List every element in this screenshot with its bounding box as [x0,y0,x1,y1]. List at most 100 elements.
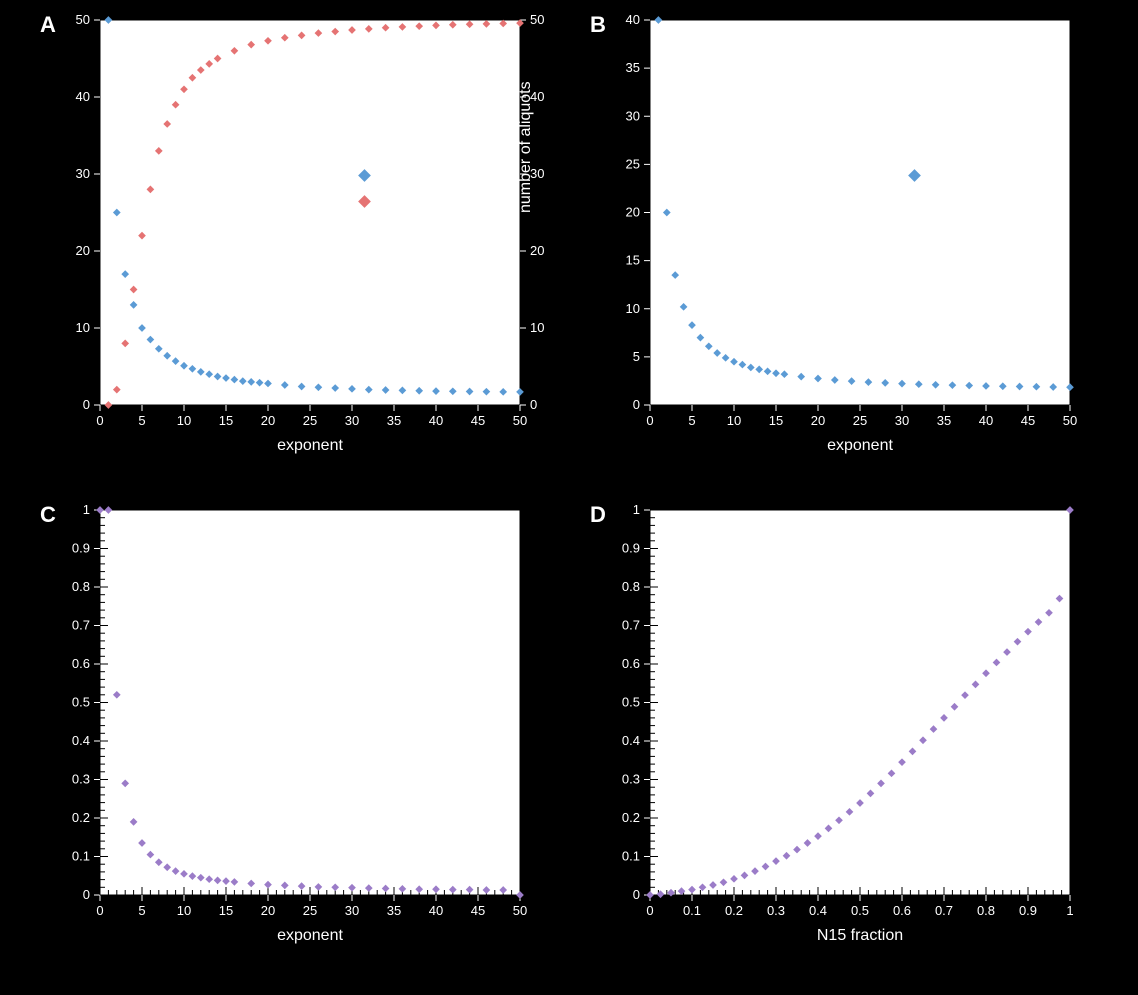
svg-text:20: 20 [76,243,90,258]
svg-text:1: 1 [83,502,90,517]
svg-text:50: 50 [1063,413,1077,428]
diamond-icon [909,169,922,182]
svg-text:0: 0 [83,397,90,412]
svg-text:20: 20 [626,205,640,220]
svg-text:30: 30 [345,413,359,428]
svg-text:20: 20 [811,413,825,428]
svg-text:0: 0 [633,887,640,902]
panel-letter-a: A [40,12,56,38]
svg-text:0.9: 0.9 [622,541,640,556]
svg-text:45: 45 [471,413,485,428]
svg-text:50: 50 [530,12,544,27]
svg-text:0: 0 [96,413,103,428]
svg-text:10: 10 [76,320,90,335]
panel-c-xlabel: exponent [100,927,520,945]
svg-text:10: 10 [530,320,544,335]
svg-text:25: 25 [303,903,317,918]
panel-letter-b: B [590,12,606,38]
svg-text:15: 15 [626,253,640,268]
svg-text:40: 40 [429,903,443,918]
svg-text:0.6: 0.6 [893,903,911,918]
svg-text:0.5: 0.5 [72,695,90,710]
svg-text:0.1: 0.1 [622,849,640,864]
svg-text:50: 50 [513,903,527,918]
legend-label: Aliquots (A) [379,166,451,182]
svg-text:30: 30 [895,413,909,428]
svg-text:20: 20 [530,243,544,258]
diamond-icon [359,169,372,182]
svg-text:10: 10 [727,413,741,428]
svg-text:50: 50 [76,12,90,27]
svg-text:0: 0 [96,903,103,918]
svg-text:40: 40 [626,12,640,27]
svg-text:0.2: 0.2 [622,810,640,825]
svg-text:0.2: 0.2 [725,903,743,918]
svg-text:20: 20 [261,903,275,918]
svg-text:0.7: 0.7 [935,903,953,918]
svg-text:0: 0 [646,903,653,918]
svg-text:0: 0 [633,397,640,412]
panel-b-xlabel: exponent [650,437,1070,455]
svg-text:0.7: 0.7 [622,618,640,633]
legend-label: Aliquots (A) [929,166,1001,182]
svg-text:0.5: 0.5 [851,903,869,918]
svg-text:35: 35 [387,413,401,428]
panel-b-legend-item-0: Aliquots (A) [910,166,1000,182]
svg-text:0.3: 0.3 [767,903,785,918]
svg-text:0.8: 0.8 [72,579,90,594]
svg-text:50: 50 [513,413,527,428]
panel-a: 0510152025303540455001020304050010203040… [100,20,520,405]
svg-text:40: 40 [76,89,90,104]
svg-text:45: 45 [471,903,485,918]
svg-text:0.4: 0.4 [72,733,90,748]
panel-d-ylabel-left: frequency of no copy [499,554,517,703]
svg-text:1: 1 [1066,903,1073,918]
figure-root: 0510152025303540455001020304050010203040… [0,0,1138,995]
svg-text:0.6: 0.6 [622,656,640,671]
svg-text:0.4: 0.4 [809,903,827,918]
svg-text:0.8: 0.8 [977,903,995,918]
svg-text:35: 35 [626,60,640,75]
svg-text:0: 0 [83,887,90,902]
panel-b-ylabel-left: number of aliquots [517,81,535,213]
panel-a-ylabel-right: number of copies [502,213,520,336]
svg-text:0.3: 0.3 [72,772,90,787]
svg-text:25: 25 [853,413,867,428]
svg-text:45: 45 [1021,413,1035,428]
panel-a-xlabel: exponent [100,437,520,455]
svg-text:15: 15 [219,413,233,428]
svg-text:5: 5 [633,349,640,364]
panel-letter-d: D [590,502,606,528]
panel-d-xlabel: N15 fraction [650,927,1070,945]
svg-text:15: 15 [219,903,233,918]
svg-text:5: 5 [688,413,695,428]
svg-text:35: 35 [387,903,401,918]
svg-text:5: 5 [138,903,145,918]
panel-a-legend-item-0: Aliquots (A) [360,166,450,182]
diamond-icon [359,195,372,208]
panel-a-legend-item-1: Copies (C) [360,192,446,208]
svg-text:0: 0 [530,397,537,412]
svg-text:0.5: 0.5 [622,695,640,710]
panel-b: 051015202530354045500510152025303540 [650,20,1070,405]
svg-text:0.7: 0.7 [72,618,90,633]
svg-text:0.1: 0.1 [683,903,701,918]
svg-text:35: 35 [937,413,951,428]
svg-text:0.8: 0.8 [622,579,640,594]
svg-text:1: 1 [633,502,640,517]
legend-label: Copies (C) [379,192,446,208]
svg-text:0.9: 0.9 [1019,903,1037,918]
svg-text:30: 30 [626,108,640,123]
svg-text:5: 5 [138,413,145,428]
svg-text:0.9: 0.9 [72,541,90,556]
svg-text:40: 40 [429,413,443,428]
panel-c: 0510152025303540455000.10.20.30.40.50.60… [100,510,520,895]
svg-text:0.6: 0.6 [72,656,90,671]
panel-letter-c: C [40,502,56,528]
svg-text:0.1: 0.1 [72,849,90,864]
svg-text:0: 0 [646,413,653,428]
svg-text:10: 10 [177,413,191,428]
svg-text:30: 30 [345,903,359,918]
svg-text:25: 25 [303,413,317,428]
svg-text:10: 10 [177,903,191,918]
